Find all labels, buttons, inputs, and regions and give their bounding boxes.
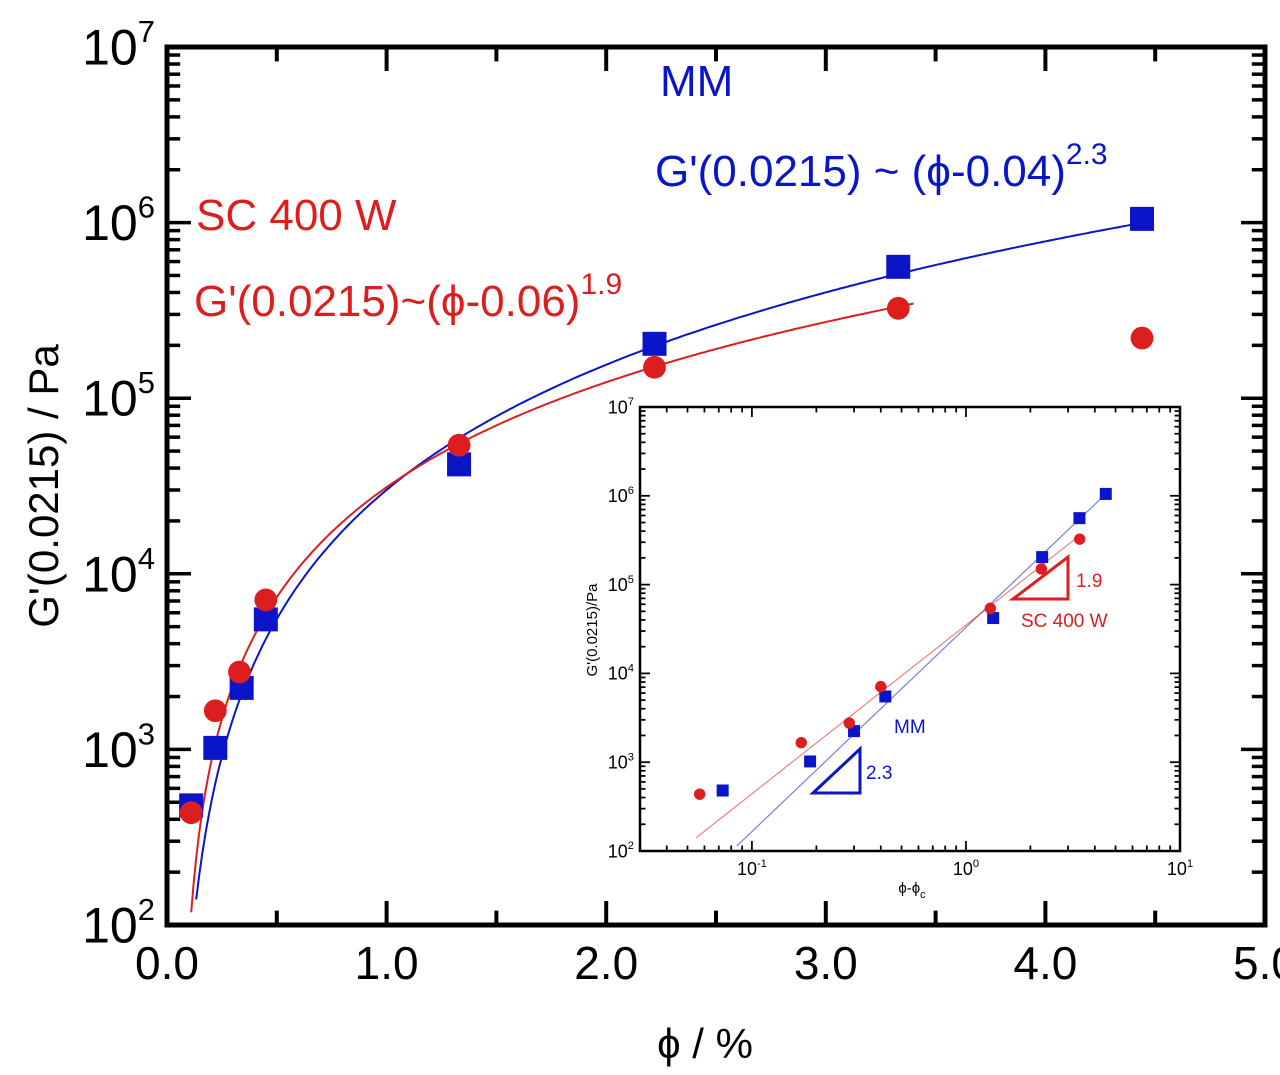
fit-line-sc-400-w [695,537,1078,839]
data-point-sc [1074,533,1086,545]
mm-fit-exponent: 2.3 [1066,138,1108,171]
fit-line-sc-400-w [190,302,914,913]
y-tick-label: 107 [82,14,155,76]
x-tick-label: 101 [1167,858,1193,879]
data-point-mm [716,784,729,797]
data-point-sc [984,602,997,615]
sc-fit-equation: G'(0.0215)~(ϕ-0.06)1.9 [194,268,622,326]
x-tick-label: 0.0 [135,937,199,989]
data-point-mm [886,254,911,279]
sc-fit-exponent: 1.9 [580,268,622,301]
data-point-sc [795,736,807,749]
data-point-mm [804,755,817,768]
data-point-mm [642,331,667,356]
y-tick-label: 106 [608,485,634,506]
y-tick-label: 104 [608,663,634,684]
data-point-mm [1073,512,1086,525]
sc-title: SC 400 W [196,191,397,240]
y-tick-label: 107 [608,396,634,417]
sc-fit-label: G'(0.0215)~(ϕ-0.06) [194,277,580,326]
data-point-sc [886,296,910,320]
data-point-sc [1035,563,1048,575]
data-point-sc [228,660,251,684]
inset-plot: 102 103 104 105 106 107 10-1 100 101 [608,396,1193,879]
y-tick-label: 106 [82,190,155,252]
sc-slope-triangle [1008,553,1070,601]
y-axis-label: G'(0.0215) / Pa [20,344,67,628]
y-tick-label: 103 [82,716,155,778]
mm-fit-label: G'(0.0215) ~ (ϕ-0.04) [655,147,1066,196]
data-point-sc [447,433,471,457]
x-tick-label: 4.0 [1013,937,1077,989]
y-tick-label: 104 [82,541,155,603]
data-point-sc [643,355,666,379]
plot-frame [638,405,1182,853]
data-point-mm [203,735,228,760]
x-tick-label: 2.0 [574,937,638,989]
y-tick-label: 102 [82,892,155,954]
data-point-mm [1036,551,1049,564]
data-point-sc [693,788,706,800]
data-point-sc [843,717,855,729]
data-point-mm [253,607,278,632]
mm-title: MM [660,57,733,106]
x-axis-label: ϕ / % [657,1020,753,1067]
data-point-sc [179,801,203,825]
data-point-sc [875,680,887,693]
y-tick-label: 102 [608,840,634,861]
fit-line-mm [195,221,1143,900]
mm-fit-equation: G'(0.0215) ~ (ϕ-0.04)2.3 [655,138,1108,196]
x-tick-label: 5.0 [1233,937,1280,989]
data-point-sc [1130,326,1154,350]
inset-mm-label: MM [894,717,926,738]
data-point-mm [987,612,1000,625]
data-point-mm [1099,487,1112,500]
data-point-sc [254,588,278,612]
inset-sc-label: SC 400 W [1021,611,1108,632]
mm-slope-label: 2.3 [866,763,892,784]
sc-slope-label: 1.9 [1076,571,1102,592]
y-tick-label: 105 [608,574,634,595]
data-point-mm [1130,206,1155,231]
y-tick-label: 103 [608,751,634,772]
inset-x-axis-label: ϕ-ϕc [898,880,926,901]
data-point-mm [879,690,892,703]
data-point-sc [203,699,227,723]
x-tick-label: 10-1 [737,858,767,879]
mm-slope-triangle [809,745,862,795]
inset-y-axis-label: G'(0.0215)/Pa [584,583,601,677]
x-tick-label: 1.0 [355,937,419,989]
x-tick-label: 3.0 [794,937,858,989]
y-tick-label: 105 [82,365,155,427]
x-tick-label: 100 [953,858,979,879]
